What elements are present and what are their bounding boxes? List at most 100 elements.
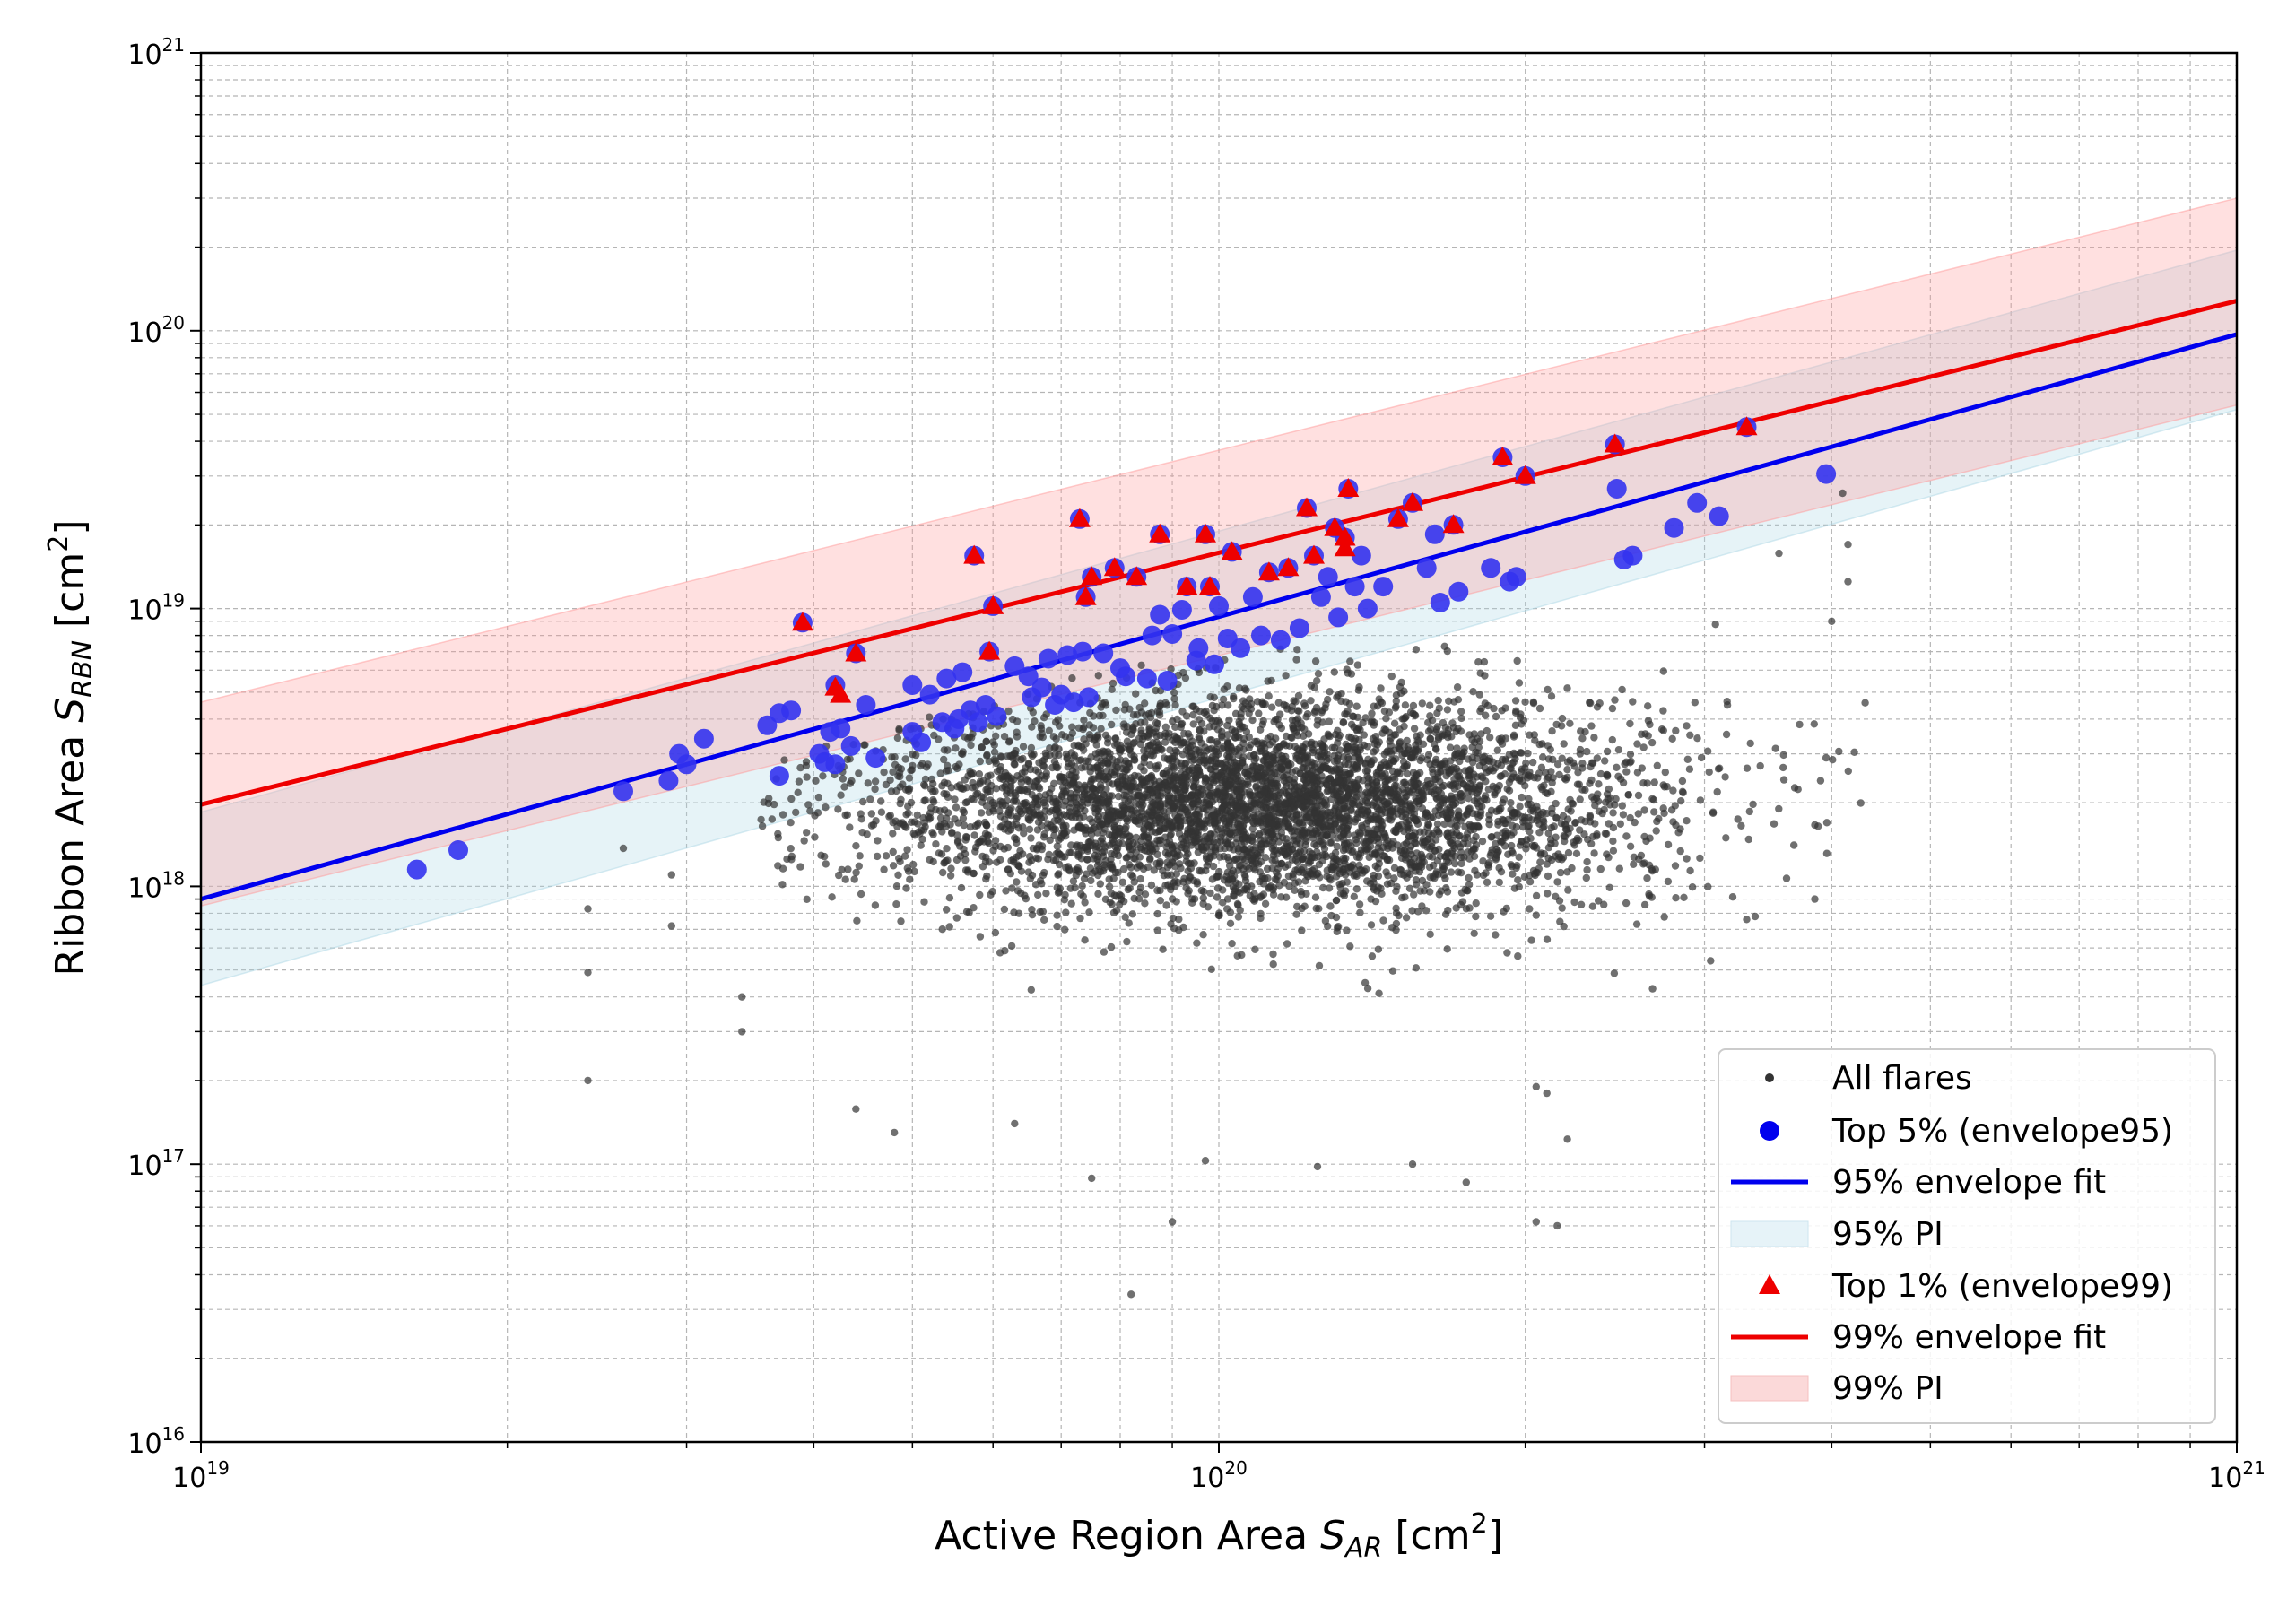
flare-point xyxy=(1464,887,1472,895)
flare-point xyxy=(1381,833,1390,841)
flare-point xyxy=(1224,879,1232,887)
flare-point xyxy=(1412,876,1421,884)
flare-point xyxy=(1409,701,1418,710)
flare-point xyxy=(1630,853,1639,861)
flare-point xyxy=(1172,798,1180,807)
flare-point xyxy=(1337,832,1345,841)
flare-point xyxy=(903,846,911,854)
flare-point xyxy=(811,833,819,841)
flare-point xyxy=(984,778,992,786)
flare-point xyxy=(1086,793,1094,802)
flare-point xyxy=(1180,816,1189,825)
flare-point xyxy=(1054,816,1062,824)
flare-point xyxy=(1100,847,1109,856)
flare-point xyxy=(1771,744,1779,752)
flare-point xyxy=(1123,737,1132,745)
flare-point xyxy=(1591,802,1599,810)
flare-point xyxy=(1512,823,1521,831)
flare-point xyxy=(1443,888,1452,896)
flare-point xyxy=(1094,890,1102,898)
flare-point xyxy=(1497,737,1505,745)
flare-point xyxy=(1390,864,1399,872)
flare-point xyxy=(1169,754,1177,763)
flare-point xyxy=(1572,849,1581,857)
flare-point xyxy=(1049,825,1058,834)
flare-point xyxy=(1245,709,1253,717)
flare-point xyxy=(1000,825,1009,833)
flare-point xyxy=(1030,751,1038,759)
flare-point xyxy=(983,751,991,759)
flare-point xyxy=(843,755,852,764)
flare-point xyxy=(1161,754,1169,762)
flare-point xyxy=(1146,761,1154,769)
flare-point xyxy=(1451,852,1459,861)
flare-point xyxy=(1465,805,1473,813)
flare-point xyxy=(1443,706,1452,714)
flare-point xyxy=(1278,752,1286,760)
flare-point xyxy=(990,741,999,749)
flare-point xyxy=(946,872,955,880)
flare-point xyxy=(1246,790,1254,798)
flare-point xyxy=(1196,708,1204,716)
flare-point xyxy=(1697,753,1706,762)
flare-point xyxy=(1618,685,1626,694)
flare-point xyxy=(1212,795,1220,803)
flare-point xyxy=(1094,672,1103,680)
flare-point xyxy=(1287,734,1295,742)
flare-point xyxy=(906,875,914,883)
flare-point xyxy=(796,863,804,871)
flare-point xyxy=(926,815,934,823)
flare-point xyxy=(1235,684,1244,692)
flare-point xyxy=(1042,890,1050,898)
flare-point xyxy=(1083,842,1091,851)
flare-point xyxy=(1518,793,1526,802)
flare-point xyxy=(1182,883,1190,892)
flare-point xyxy=(1021,768,1029,776)
flare-point xyxy=(1577,900,1586,908)
flare-point xyxy=(1693,734,1701,743)
flare-point xyxy=(1352,793,1361,801)
flare-point xyxy=(1067,848,1075,856)
flare-point xyxy=(1140,825,1148,833)
flare-point xyxy=(1218,734,1226,742)
flare-point xyxy=(1068,674,1076,682)
flare-point xyxy=(1432,745,1440,753)
flare-point xyxy=(1108,792,1116,800)
flare-point xyxy=(1509,870,1517,878)
flare-point xyxy=(1298,904,1306,913)
flare-point xyxy=(1264,677,1272,685)
flare-point xyxy=(1487,833,1495,841)
flare-point xyxy=(1352,783,1361,791)
flare-point xyxy=(1325,813,1333,822)
flare-point xyxy=(1167,871,1175,879)
flare-point xyxy=(1325,717,1334,725)
flare-point xyxy=(1318,831,1326,840)
flare-point xyxy=(1152,686,1160,695)
flare-point xyxy=(1224,701,1232,709)
flare-point xyxy=(1619,811,1628,819)
flare-point xyxy=(835,871,843,880)
flare-point xyxy=(920,898,928,906)
flare-point xyxy=(1609,847,1618,855)
flare-point xyxy=(901,755,909,763)
flare-point xyxy=(918,835,926,844)
flare-point xyxy=(1219,695,1228,704)
flare-point xyxy=(1056,850,1065,858)
flare-point xyxy=(1509,733,1518,741)
flare-point xyxy=(1033,795,1041,804)
flare-point xyxy=(1421,813,1429,822)
flare-point xyxy=(1381,808,1389,817)
flare-point xyxy=(1013,878,1021,886)
flare-point xyxy=(1810,720,1819,728)
flare-point xyxy=(1504,815,1512,824)
flare-point xyxy=(1279,771,1287,780)
flare-point xyxy=(1790,841,1798,849)
flare-point xyxy=(1746,739,1754,748)
flare-point xyxy=(1578,760,1587,768)
flare-point xyxy=(1544,890,1552,898)
flare-point xyxy=(1121,773,1129,781)
flare-point xyxy=(803,773,811,781)
flare-point xyxy=(893,734,902,743)
flare-point xyxy=(1078,847,1086,856)
flare-point xyxy=(1344,770,1352,778)
